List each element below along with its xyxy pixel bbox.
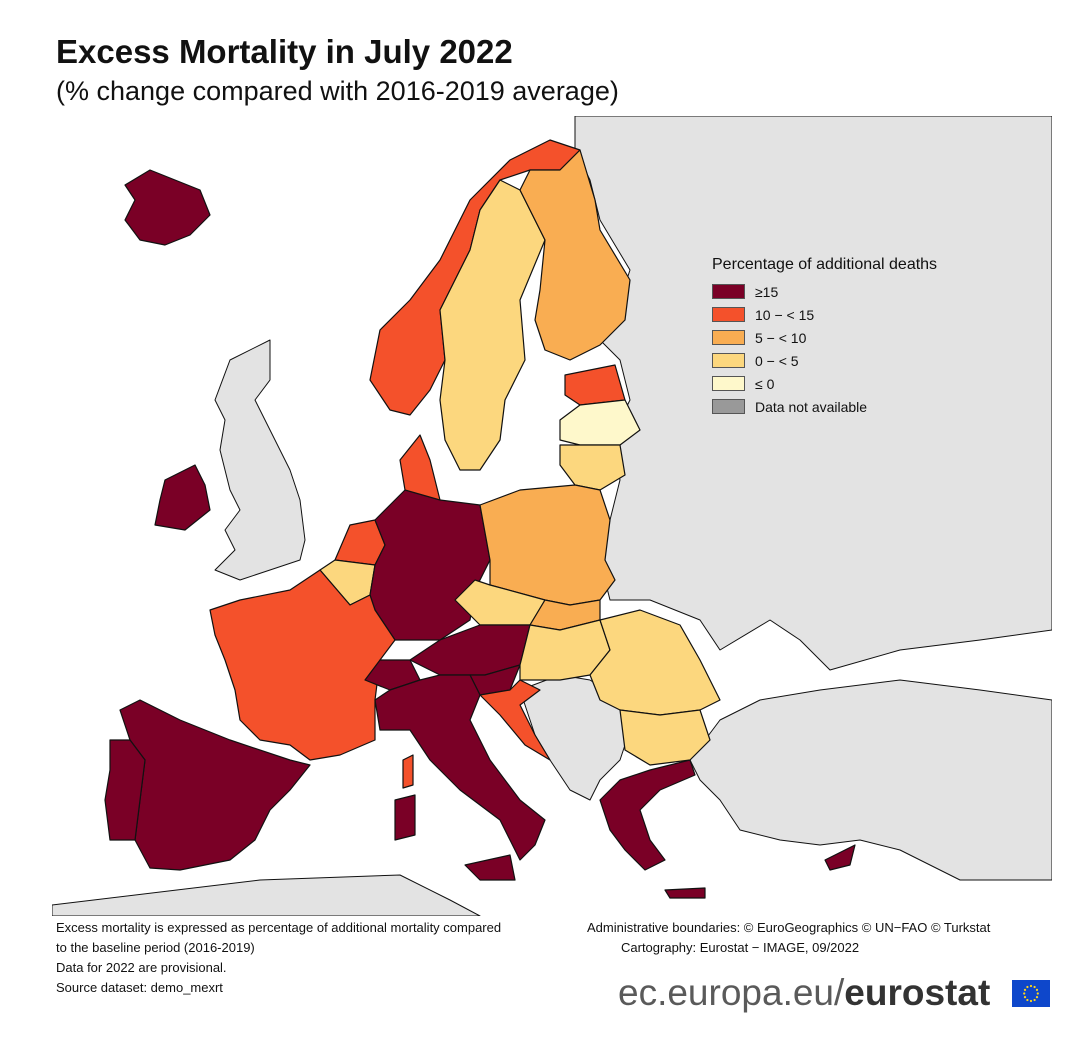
legend-label: ≥15 bbox=[755, 283, 779, 300]
iceland bbox=[124, 169, 211, 246]
greece bbox=[599, 759, 696, 871]
eu-flag-icon bbox=[1012, 980, 1050, 1007]
footnote-line: to the baseline period (2016-2019) bbox=[56, 940, 255, 955]
poland bbox=[479, 484, 616, 606]
turkey-land bbox=[689, 679, 1052, 881]
legend-label: 10 − < 15 bbox=[755, 306, 815, 323]
legend-label: ≤ 0 bbox=[755, 375, 775, 392]
finland bbox=[519, 149, 631, 361]
footnote-line: Excess mortality is expressed as percent… bbox=[56, 920, 502, 935]
legend-item: ≥15 bbox=[712, 280, 937, 303]
footnote-line: Administrative boundaries: © EuroGeograp… bbox=[587, 920, 991, 935]
footnote-line: Source dataset: demo_mexrt bbox=[56, 980, 223, 995]
europe-map bbox=[52, 116, 1052, 916]
legend-label: 0 − < 5 bbox=[755, 352, 799, 369]
ireland bbox=[154, 464, 211, 531]
legend-swatch bbox=[712, 353, 745, 368]
legend-item: 10 − < 15 bbox=[712, 303, 937, 326]
sweden bbox=[439, 179, 546, 471]
map-legend: Percentage of additional deaths ≥15 10 −… bbox=[712, 256, 937, 418]
portugal bbox=[104, 739, 146, 841]
legend-label: Data not available bbox=[755, 398, 868, 415]
legend-swatch bbox=[712, 330, 745, 345]
legend-item: 0 − < 5 bbox=[712, 349, 937, 372]
corsica bbox=[402, 754, 414, 789]
legend-swatch bbox=[712, 307, 745, 322]
footnote-left: Excess mortality is expressed as percent… bbox=[56, 918, 501, 998]
sicily bbox=[464, 854, 516, 881]
lithuania bbox=[559, 444, 626, 491]
croatia bbox=[479, 679, 551, 761]
romania bbox=[589, 609, 721, 716]
latvia bbox=[559, 399, 641, 446]
sardinia bbox=[394, 794, 416, 841]
footnote-line: Cartography: Eurostat − IMAGE, 09/2022 bbox=[621, 940, 860, 955]
legend-title: Percentage of additional deaths bbox=[712, 256, 938, 273]
eurostat-brand[interactable]: ec.europa.eu/eurostat bbox=[618, 972, 990, 1014]
legend-item: Data not available bbox=[712, 395, 937, 418]
brand-name: eurostat bbox=[844, 972, 991, 1013]
footnote-line: Data for 2022 are provisional. bbox=[56, 960, 227, 975]
italy bbox=[374, 674, 546, 861]
crete bbox=[664, 887, 706, 899]
france bbox=[209, 569, 396, 761]
legend-item: ≤ 0 bbox=[712, 372, 937, 395]
map-title: Excess Mortality in July 2022 bbox=[56, 33, 513, 70]
uk-land bbox=[214, 339, 306, 581]
legend-item: 5 − < 10 bbox=[712, 326, 937, 349]
legend-label: 5 − < 10 bbox=[755, 329, 807, 346]
brand-prefix: ec.europa.eu/ bbox=[618, 972, 845, 1013]
footnote-right: Administrative boundaries: © EuroGeograp… bbox=[587, 918, 990, 958]
legend-swatch bbox=[712, 284, 745, 299]
legend-swatch bbox=[712, 399, 745, 414]
switzerland bbox=[364, 659, 421, 691]
bulgaria bbox=[619, 709, 711, 766]
cyprus bbox=[824, 844, 856, 871]
map-subtitle: (% change compared with 2016-2019 averag… bbox=[56, 76, 619, 106]
legend-swatch bbox=[712, 376, 745, 391]
north-africa-land bbox=[52, 874, 481, 916]
